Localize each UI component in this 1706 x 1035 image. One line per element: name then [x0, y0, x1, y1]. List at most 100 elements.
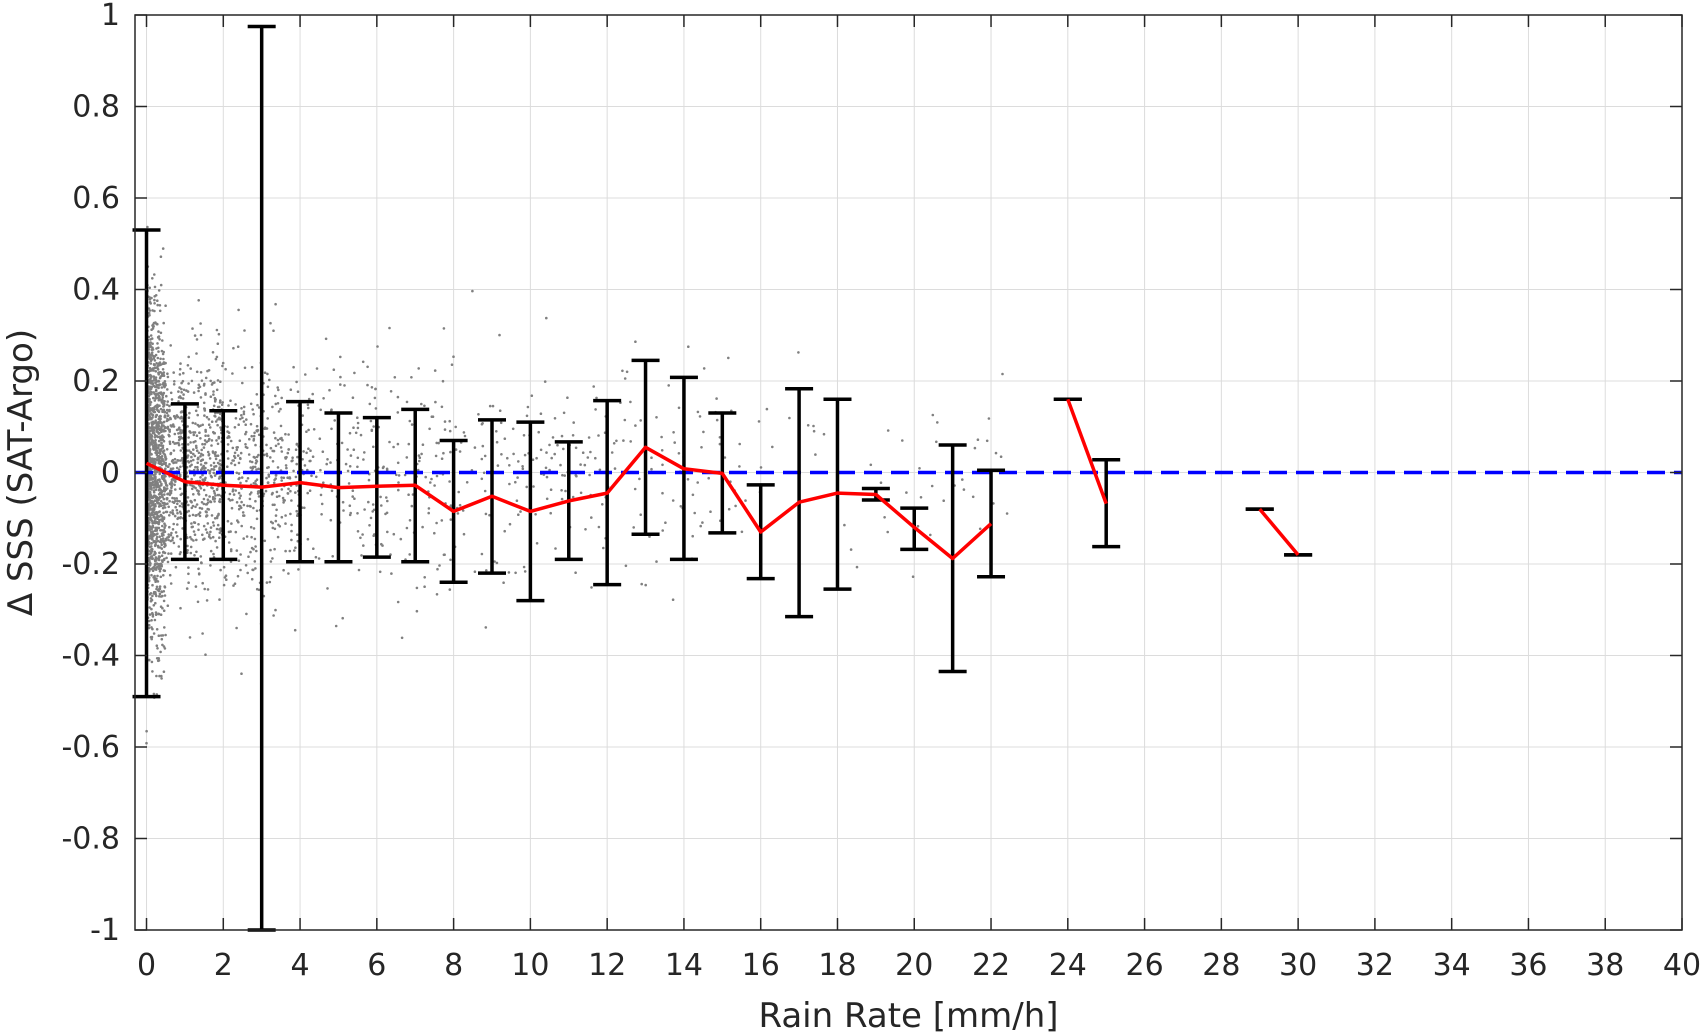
- scatter-point: [679, 505, 683, 508]
- scatter-point: [150, 542, 153, 545]
- scatter-point: [150, 460, 154, 464]
- scatter-point: [353, 371, 356, 375]
- scatter-point: [161, 352, 165, 356]
- scatter-point: [237, 507, 241, 511]
- scatter-point: [415, 586, 419, 590]
- scatter-point: [206, 588, 210, 591]
- scatter-point: [187, 581, 190, 584]
- scatter-point: [164, 481, 168, 485]
- scatter-point: [237, 520, 240, 524]
- scatter-point: [164, 467, 167, 471]
- scatter-point: [166, 388, 169, 391]
- scatter-point: [204, 430, 207, 433]
- scatter-point: [236, 345, 240, 349]
- scatter-point: [173, 432, 177, 436]
- scatter-point: [246, 504, 249, 508]
- scatter-point: [198, 506, 202, 510]
- scatter-point: [169, 483, 173, 486]
- scatter-point: [155, 594, 158, 598]
- scatter-point: [263, 453, 266, 457]
- scatter-point: [155, 516, 158, 519]
- scatter-point: [166, 536, 169, 539]
- scatter-point: [153, 552, 157, 556]
- scatter-point: [257, 495, 261, 498]
- scatter-point: [165, 556, 168, 560]
- scatter-point: [415, 609, 419, 613]
- scatter-point: [405, 400, 409, 404]
- scatter-point: [182, 388, 186, 392]
- scatter-point: [181, 379, 185, 383]
- scatter-point: [161, 524, 164, 528]
- scatter-point: [240, 414, 243, 417]
- scatter-point: [193, 521, 197, 524]
- scatter-point: [149, 334, 153, 337]
- scatter-point: [187, 566, 190, 569]
- scatter-point: [314, 555, 318, 559]
- scatter-point: [157, 657, 160, 660]
- scatter-point: [214, 494, 217, 497]
- scatter-point: [161, 396, 165, 399]
- scatter-point: [158, 415, 161, 419]
- scatter-point: [192, 539, 195, 542]
- scatter-point: [253, 431, 256, 435]
- scatter-point: [291, 456, 294, 460]
- scatter-point: [154, 521, 157, 525]
- scatter-point: [622, 439, 625, 442]
- scatter-point: [212, 390, 215, 393]
- scatter-point: [822, 432, 826, 436]
- scatter-point: [197, 523, 200, 526]
- scatter-point: [244, 430, 248, 434]
- scatter-point: [423, 576, 427, 579]
- x-tick-label: 0: [137, 948, 156, 983]
- scatter-point: [156, 368, 160, 371]
- scatter-point: [911, 575, 915, 578]
- scatter-point: [550, 456, 553, 460]
- scatter-point: [149, 457, 152, 460]
- scatter-point: [341, 500, 345, 504]
- scatter-point: [201, 423, 204, 427]
- scatter-point: [251, 465, 255, 469]
- scatter-point: [153, 499, 156, 503]
- scatter-point: [179, 537, 182, 541]
- scatter-point: [171, 423, 175, 426]
- scatter-point: [159, 529, 162, 532]
- scatter-point: [159, 567, 162, 571]
- scatter-point: [178, 500, 181, 503]
- scatter-point: [177, 459, 180, 462]
- scatter-point: [246, 571, 249, 575]
- scatter-point: [287, 572, 290, 575]
- scatter-point: [150, 348, 154, 352]
- scatter-point: [152, 540, 156, 544]
- scatter-point: [326, 458, 329, 461]
- scatter-point: [216, 493, 220, 497]
- scatter-point: [435, 593, 439, 596]
- scatter-point: [162, 670, 166, 673]
- scatter-point: [901, 439, 904, 442]
- scatter-point: [203, 382, 206, 386]
- scatter-point: [495, 561, 499, 565]
- scatter-point: [153, 483, 156, 487]
- scatter-point: [389, 553, 392, 556]
- scatter-point: [434, 454, 438, 458]
- scatter-point: [218, 500, 221, 503]
- scatter-point: [292, 365, 295, 369]
- scatter-point: [276, 535, 280, 539]
- scatter-point: [677, 452, 681, 455]
- scatter-point: [449, 558, 452, 562]
- scatter-point: [296, 533, 299, 536]
- scatter-point: [235, 501, 239, 504]
- scatter-point: [247, 555, 250, 558]
- scatter-point: [544, 466, 548, 470]
- scatter-point: [257, 453, 260, 457]
- scatter-point: [151, 615, 155, 618]
- scatter-point: [660, 449, 664, 452]
- scatter-point: [495, 440, 499, 444]
- scatter-point: [162, 476, 166, 480]
- scatter-point: [179, 459, 182, 462]
- scatter-point: [152, 592, 156, 595]
- scatter-point: [208, 533, 211, 536]
- scatter-point: [191, 513, 195, 517]
- scatter-point: [148, 561, 152, 564]
- scatter-point: [281, 496, 285, 500]
- scatter-point: [180, 431, 184, 434]
